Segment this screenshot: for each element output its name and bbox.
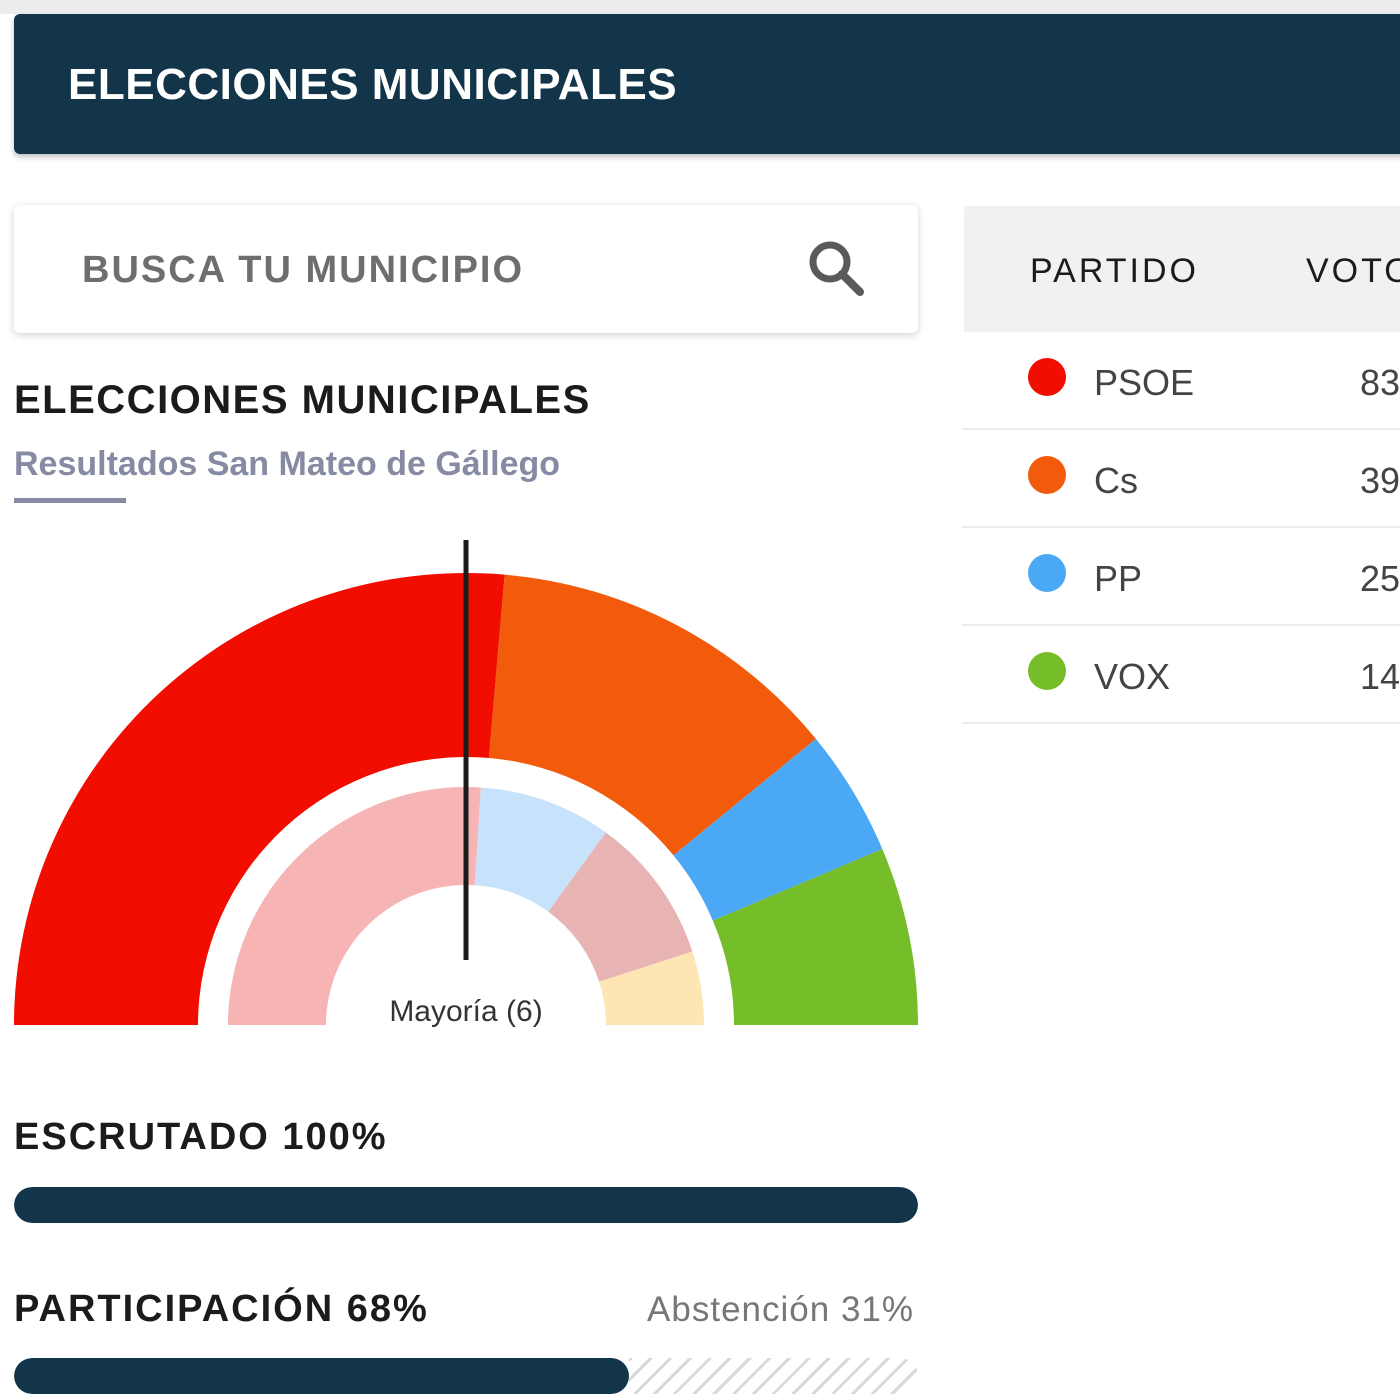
party-votes: 83 xyxy=(1360,362,1400,403)
party-name: PSOE xyxy=(1094,362,1195,403)
header-title: ELECCIONES MUNICIPALES xyxy=(68,60,678,109)
header-partido: PARTIDO xyxy=(1030,252,1199,290)
party-color-dot xyxy=(1028,456,1066,494)
seat-hemicycle-chart xyxy=(14,540,918,1025)
escrutado-bar-fill xyxy=(14,1187,918,1223)
inner-ring-segment-4 xyxy=(599,951,704,1025)
abstencion-label: Abstención 31% xyxy=(647,1290,914,1329)
party-color-dot xyxy=(1028,652,1066,690)
table-row[interactable]: PP 25 xyxy=(962,528,1400,626)
abstencion-hatch xyxy=(628,1358,918,1394)
inner-ring-segment-1 xyxy=(228,787,481,1025)
section-subtitle: Resultados San Mateo de Gállego xyxy=(14,445,561,483)
section-title: ELECCIONES MUNICIPALES xyxy=(14,378,591,422)
participacion-label: PARTICIPACIÓN 68% xyxy=(14,1288,429,1330)
header-votos: VOTOS xyxy=(1306,252,1400,290)
outer-ring-segment-vox xyxy=(712,849,918,1025)
inner-ring-segment-2 xyxy=(474,787,606,912)
table-row[interactable]: PSOE 83 xyxy=(962,332,1400,430)
page-header: ELECCIONES MUNICIPALES xyxy=(14,14,1400,154)
outer-ring-segment-pp xyxy=(673,738,883,921)
participacion-bar-fill xyxy=(14,1358,629,1394)
municipality-search-box xyxy=(14,205,918,333)
party-votes: 14 xyxy=(1360,656,1400,697)
escrutado-bar xyxy=(14,1187,918,1223)
party-color-dot xyxy=(1028,554,1066,592)
subtitle-underline xyxy=(14,498,126,503)
party-color-dot xyxy=(1028,358,1066,396)
search-icon[interactable] xyxy=(804,236,868,300)
escrutado-label: ESCRUTADO 100% xyxy=(14,1116,388,1158)
party-votes: 39 xyxy=(1360,460,1400,501)
table-row[interactable]: VOX 14 xyxy=(962,626,1400,724)
table-row[interactable]: Cs 39 xyxy=(962,430,1400,528)
party-votes: 25 xyxy=(1360,558,1400,599)
top-strip xyxy=(0,0,1400,14)
party-name: Cs xyxy=(1094,460,1138,501)
outer-ring-segment-cs xyxy=(488,574,816,856)
majority-label: Mayoría (6) xyxy=(389,995,543,1028)
party-name: PP xyxy=(1094,558,1143,599)
participacion-bar xyxy=(14,1358,918,1394)
party-name: VOX xyxy=(1094,656,1171,697)
search-input[interactable] xyxy=(80,241,764,299)
results-table-body: PSOE 83 Cs 39 PP 25 VOX 14 xyxy=(962,332,1400,724)
outer-ring-segment-psoe xyxy=(14,573,505,1025)
results-table-header: PARTIDO VOTOS xyxy=(964,206,1400,332)
inner-ring-segment-3 xyxy=(548,832,693,982)
